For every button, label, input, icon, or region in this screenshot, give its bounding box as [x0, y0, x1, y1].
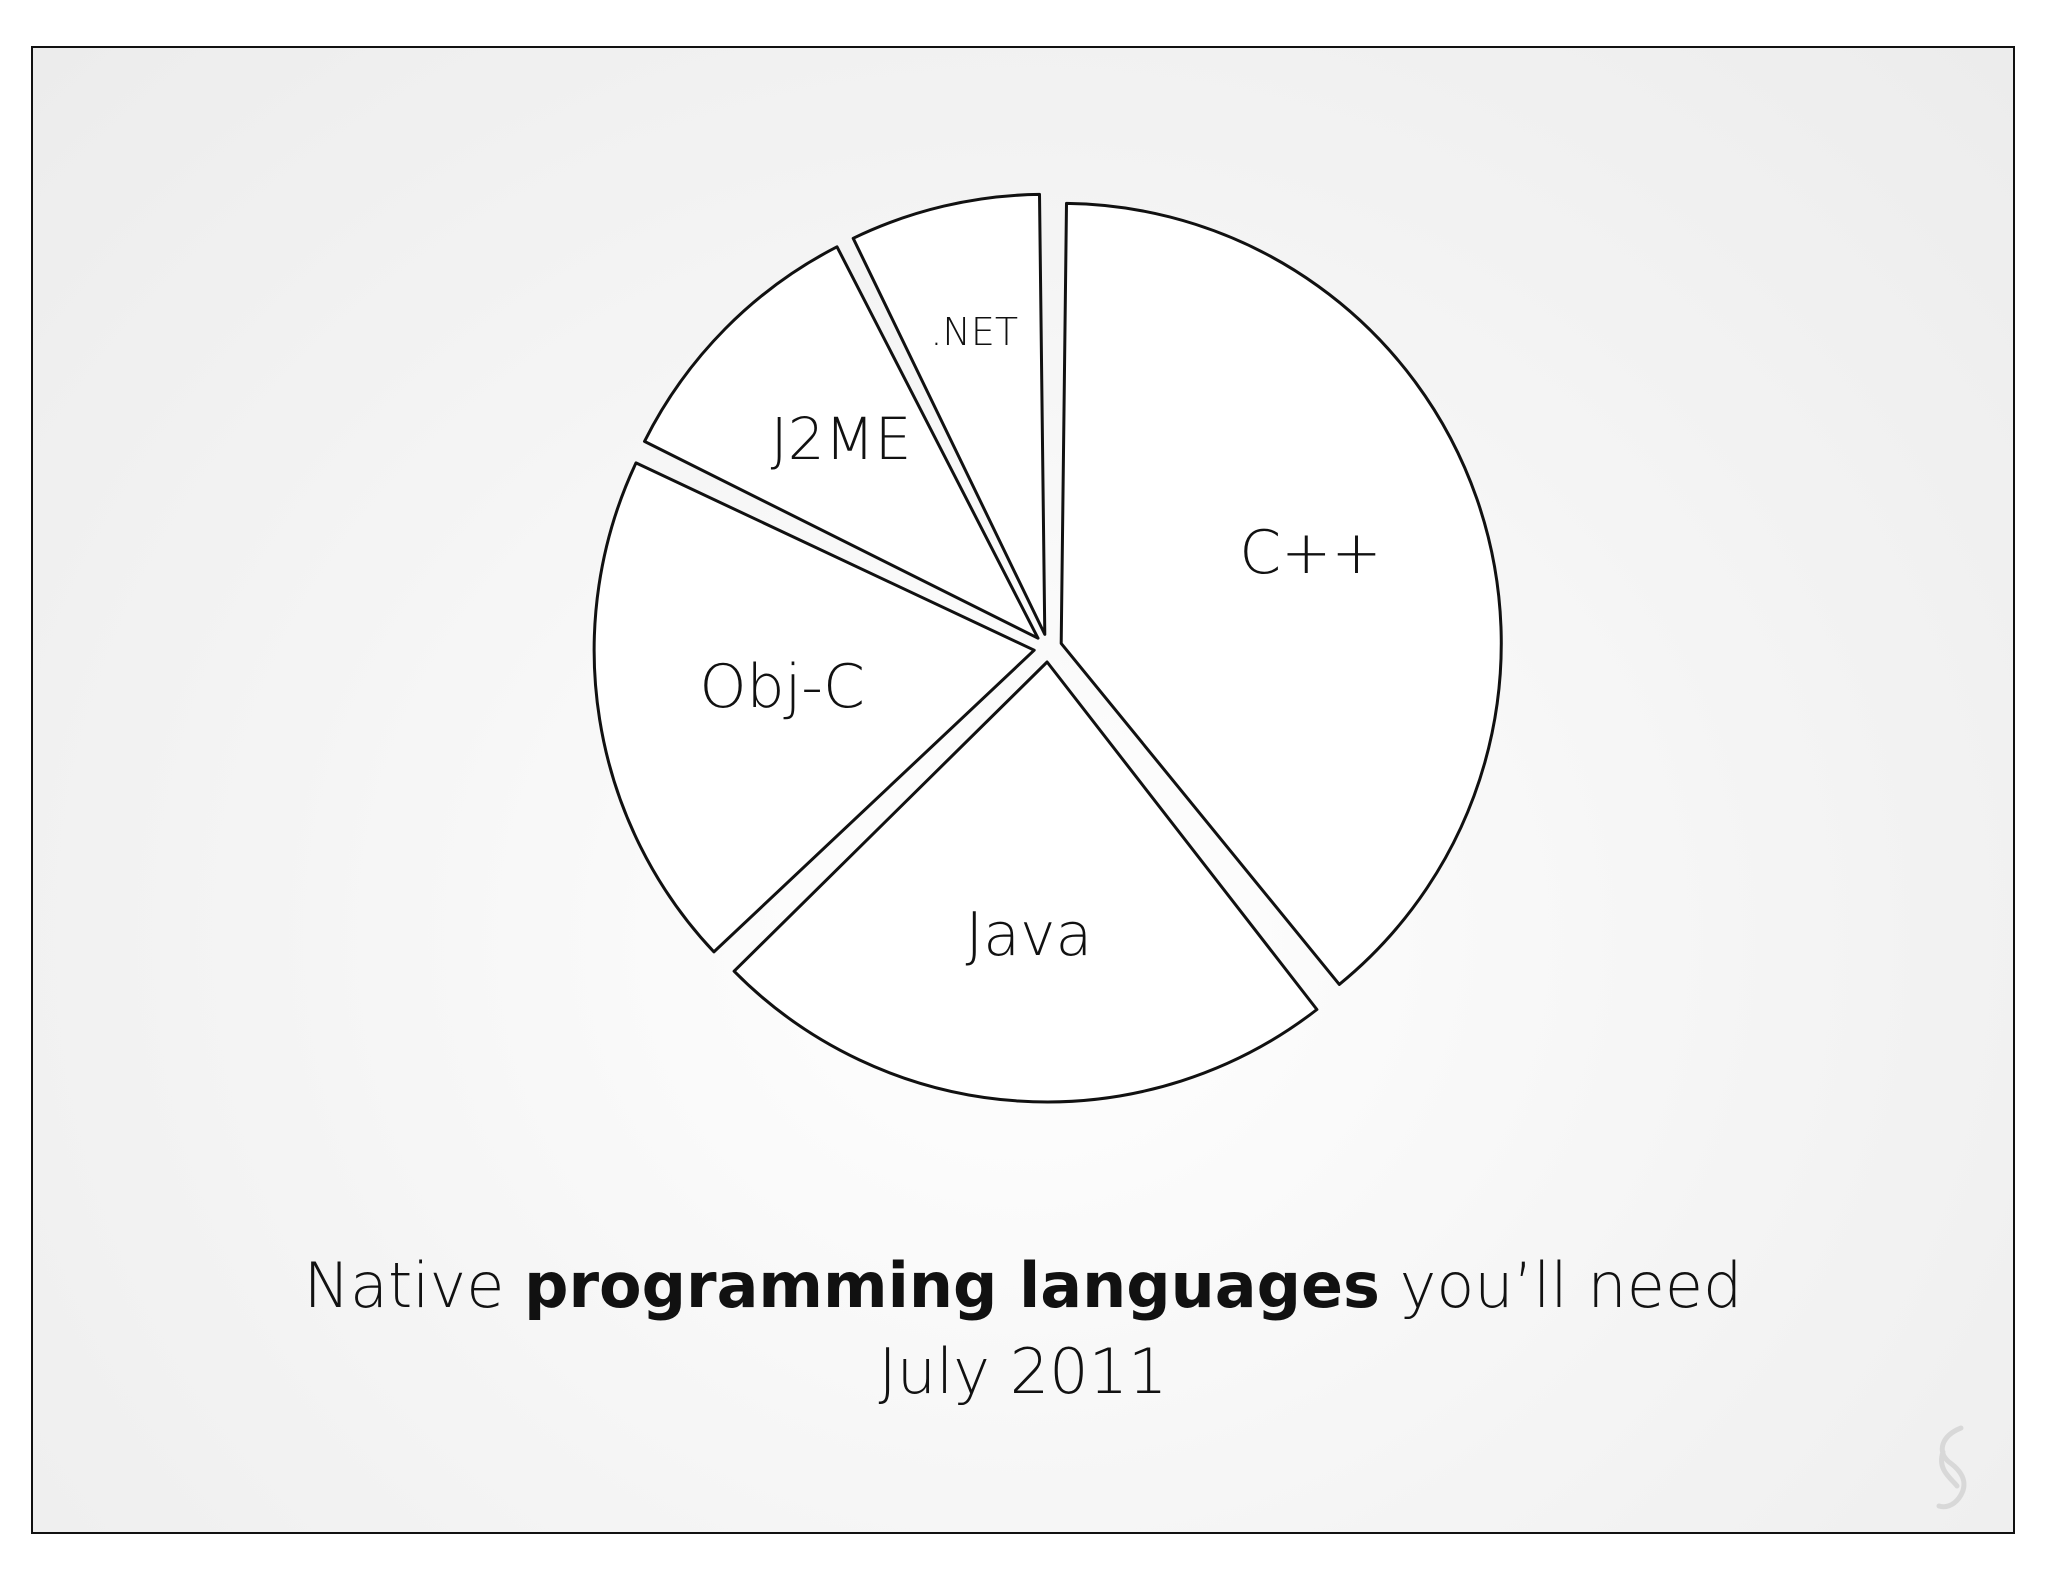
slide: C++ Java Obj-C J2ME .NET Native programming … [31, 46, 2015, 1534]
pie-slice-objc [592, 461, 1036, 954]
chart-title: Native programming languages you’ll need [33, 1243, 2013, 1329]
pie-slice-j2me [643, 245, 1040, 640]
chart-subtitle: July 2011 [878, 1335, 1168, 1408]
pie-chart: C++ Java Obj-C J2ME .NET [592, 192, 1503, 1104]
pie-slice-java [732, 660, 1319, 1104]
pie-label-j2me: J2ME [771, 405, 912, 473]
pie-label-objc: Obj-C [699, 652, 865, 722]
title-pre: Native [303, 1249, 525, 1322]
chart-caption: Native programming languages you’ll need… [33, 1243, 2013, 1415]
pie-label-java: Java [966, 900, 1093, 970]
stylized-s-logo-icon [1936, 1425, 1967, 1510]
pie-label-c: C++ [1239, 518, 1381, 588]
pie-slice-net [851, 192, 1047, 636]
pie-slice-c [1059, 201, 1503, 986]
title-bold: programming languages [524, 1249, 1380, 1322]
title-post: you’ll need [1379, 1249, 1743, 1322]
pie-label-net: .NET [930, 310, 1018, 354]
